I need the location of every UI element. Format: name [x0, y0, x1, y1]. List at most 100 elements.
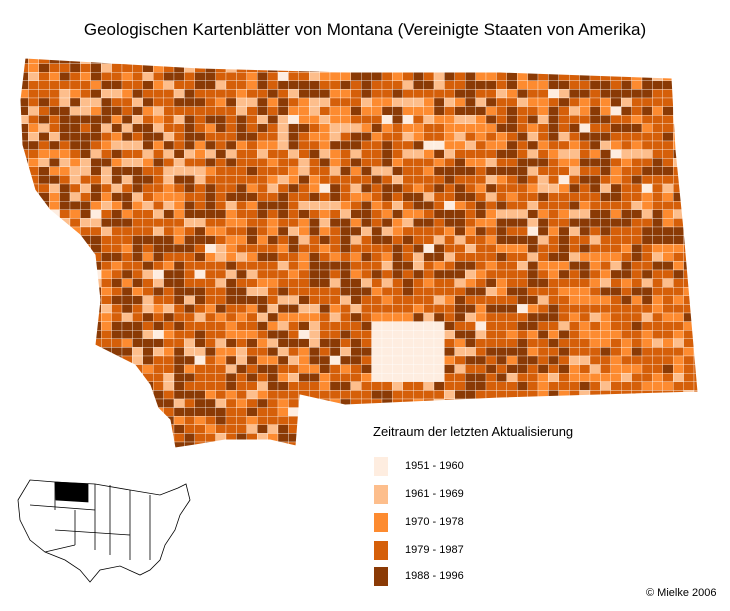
- map-sheet-cell: [236, 441, 247, 448]
- map-sheet-cell: [111, 287, 123, 296]
- map-sheet-cell: [548, 390, 559, 400]
- map-sheet-cell: [589, 97, 601, 107]
- map-sheet-cell: [662, 115, 674, 124]
- map-sheet-cell: [163, 58, 175, 64]
- map-sheet-cell: [101, 424, 112, 434]
- map-sheet-cell: [225, 441, 237, 448]
- map-sheet-cell: [69, 295, 81, 305]
- map-sheet-cell: [517, 140, 528, 150]
- map-sheet-cell: [402, 261, 414, 271]
- map-sheet-cell: [298, 58, 310, 64]
- map-sheet-cell: [225, 72, 237, 81]
- map-sheet-cell: [319, 158, 331, 167]
- map-sheet-cell: [475, 312, 487, 322]
- map-sheet-cell: [371, 278, 383, 288]
- map-sheet-cell: [392, 89, 403, 99]
- map-sheet-cell: [517, 398, 528, 408]
- map-sheet-cell: [173, 183, 185, 193]
- map-sheet-cell: [153, 97, 164, 107]
- map-sheet-cell: [454, 244, 466, 253]
- map-sheet-cell: [121, 244, 133, 253]
- map-sheet-cell: [111, 433, 123, 443]
- map-sheet-cell: [413, 441, 424, 448]
- map-sheet-cell: [413, 407, 424, 417]
- map-sheet-cell: [631, 347, 643, 357]
- map-sheet-cell: [80, 398, 91, 408]
- map-sheet-cell: [288, 166, 299, 176]
- map-sheet-cell: [309, 166, 320, 176]
- map-sheet-cell: [350, 321, 362, 331]
- map-sheet-cell: [340, 347, 351, 357]
- map-sheet-cell: [423, 115, 435, 124]
- map-sheet-cell: [537, 235, 549, 245]
- map-sheet-cell: [361, 140, 372, 150]
- map-sheet-cell: [132, 261, 143, 271]
- map-sheet-cell: [329, 201, 341, 210]
- map-sheet-cell: [527, 330, 539, 339]
- map-sheet-cell: [246, 321, 258, 331]
- map-sheet-cell: [132, 330, 143, 339]
- map-sheet-cell: [69, 381, 81, 391]
- map-sheet-cell: [693, 244, 698, 253]
- map-sheet-cell: [319, 269, 331, 279]
- map-sheet-cell: [173, 175, 185, 185]
- map-sheet-cell: [371, 390, 383, 400]
- map-sheet-cell: [69, 269, 81, 279]
- map-sheet-cell: [579, 312, 591, 322]
- map-sheet-cell: [641, 330, 653, 339]
- map-sheet-cell: [433, 312, 445, 322]
- map-sheet-cell: [153, 398, 164, 408]
- map-sheet-cell: [621, 158, 632, 167]
- map-sheet-cell: [101, 235, 112, 245]
- map-sheet-cell: [433, 218, 445, 228]
- map-sheet-cell: [381, 63, 393, 73]
- map-sheet-cell: [673, 252, 684, 262]
- map-sheet-cell: [662, 252, 674, 262]
- map-sheet-cell: [153, 381, 164, 391]
- map-sheet-cell: [413, 381, 424, 391]
- map-sheet-cell: [28, 321, 39, 331]
- map-sheet-cell: [20, 407, 29, 417]
- map-sheet-cell: [340, 235, 351, 245]
- map-sheet-cell: [683, 72, 695, 81]
- map-sheet-cell: [236, 373, 247, 382]
- map-sheet-cell: [267, 321, 279, 331]
- map-sheet-cell: [371, 235, 383, 245]
- map-sheet-cell: [621, 123, 632, 133]
- map-sheet-cell: [475, 373, 487, 382]
- map-sheet-cell: [101, 201, 112, 210]
- map-sheet-cell: [28, 80, 39, 90]
- map-sheet-cell: [392, 244, 403, 253]
- map-sheet-cell: [215, 115, 227, 124]
- map-sheet-cell: [153, 304, 164, 314]
- map-sheet-cell: [548, 398, 559, 408]
- map-sheet-cell: [558, 132, 570, 142]
- map-sheet-cell: [340, 115, 351, 124]
- map-sheet-cell: [641, 235, 653, 245]
- map-sheet-cell: [433, 330, 445, 339]
- map-sheet-cell: [173, 97, 185, 107]
- map-sheet-cell: [579, 192, 591, 202]
- map-sheet-cell: [496, 123, 507, 133]
- map-sheet-cell: [673, 158, 684, 167]
- map-sheet-cell: [277, 364, 289, 374]
- map-sheet-cell: [319, 407, 331, 417]
- map-sheet-cell: [569, 407, 580, 417]
- map-sheet-cell: [90, 175, 102, 185]
- map-sheet-cell: [381, 158, 393, 167]
- map-sheet-cell: [433, 158, 445, 167]
- map-sheet-cell: [392, 252, 403, 262]
- map-sheet-cell: [413, 304, 424, 314]
- map-sheet-cell: [641, 321, 653, 331]
- map-sheet-cell: [392, 80, 403, 90]
- map-sheet-cell: [402, 58, 414, 64]
- map-sheet-cell: [506, 158, 518, 167]
- map-sheet-cell: [173, 433, 185, 443]
- map-sheet-cell: [69, 321, 81, 331]
- map-sheet-cell: [610, 235, 622, 245]
- map-sheet-cell: [485, 158, 497, 167]
- map-sheet-cell: [246, 441, 258, 448]
- map-sheet-cell: [319, 235, 331, 245]
- map-sheet-cell: [257, 183, 268, 193]
- map-sheet-cell: [194, 321, 206, 331]
